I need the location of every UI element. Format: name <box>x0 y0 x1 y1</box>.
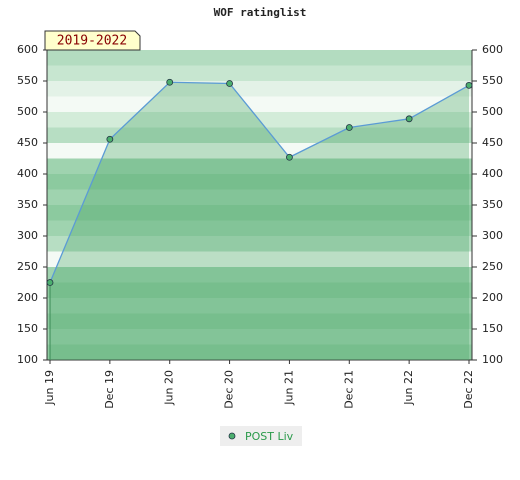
y-tick-label: 350 <box>17 198 38 211</box>
background-stripe <box>47 96 472 113</box>
y2-tick-label: 250 <box>482 260 503 273</box>
background-stripe <box>47 174 472 190</box>
background-stripe <box>47 205 472 221</box>
x-tick-label: Dec 19 <box>103 370 116 409</box>
background-stripe <box>47 282 472 299</box>
point <box>345 124 353 131</box>
y2-tick-label: 300 <box>482 229 503 242</box>
x-tick-label: Dec 21 <box>342 370 355 409</box>
background-stripe <box>47 267 472 283</box>
y2-tick-label: 450 <box>482 136 503 149</box>
background-stripe <box>47 344 472 361</box>
y-tick-label: 300 <box>17 229 38 242</box>
background-stripe <box>47 220 472 237</box>
y-tick-label: 600 <box>17 43 38 56</box>
point <box>465 81 473 89</box>
x-tick-label: Jun 22 <box>402 370 415 406</box>
y-tick-label: 200 <box>17 291 38 304</box>
y2-tick-label: 200 <box>482 291 503 304</box>
y2-tick-label: 550 <box>482 74 503 87</box>
chart-title: WOF ratinglist <box>214 6 307 19</box>
y2-tick-label: 150 <box>482 322 503 335</box>
y2-tick-label: 400 <box>482 167 503 180</box>
legend-box <box>220 426 302 446</box>
background-stripe <box>47 251 472 268</box>
background-stripe <box>47 189 472 206</box>
y-tick-label: 100 <box>17 353 38 366</box>
background-stripe <box>47 313 472 330</box>
x-tick-label: Dec 20 <box>223 370 236 409</box>
badge-box <box>44 30 141 51</box>
background-stripe <box>47 329 472 345</box>
background-stripe <box>47 236 472 252</box>
point <box>166 78 174 86</box>
point <box>405 115 413 123</box>
y2-tick-label: 350 <box>482 198 503 211</box>
y-tick-label: 150 <box>17 322 38 335</box>
background-stripe <box>47 127 472 144</box>
point <box>46 279 54 286</box>
point <box>226 80 233 87</box>
background-stripe <box>47 81 472 97</box>
background-stripe <box>47 298 472 314</box>
area <box>50 82 469 361</box>
y-tick-label: 500 <box>17 105 38 118</box>
background-stripe <box>47 65 472 82</box>
x-tick-label: Jun 20 <box>163 370 176 406</box>
y-tick-label: 550 <box>17 74 38 87</box>
line <box>49 81 470 283</box>
x-tick-label: Jun 19 <box>43 370 56 406</box>
background-stripe <box>47 50 472 66</box>
background-stripe <box>47 158 472 175</box>
background-stripe <box>47 143 472 159</box>
y2-tick-label: 600 <box>482 43 503 56</box>
x-tick-label: Dec 22 <box>462 370 475 409</box>
legend-marker <box>228 432 236 440</box>
y-tick-label: 450 <box>17 136 38 149</box>
point <box>106 135 114 143</box>
legend-label: POST Liv <box>245 430 294 443</box>
y2-tick-label: 100 <box>482 353 503 366</box>
x-tick-label: Jun 21 <box>282 370 295 406</box>
y-tick-label: 400 <box>17 167 38 180</box>
badge: 2019-2022 <box>57 34 127 49</box>
y-tick-label: 250 <box>17 260 38 273</box>
point <box>286 153 293 161</box>
y2-tick-label: 500 <box>482 105 503 118</box>
